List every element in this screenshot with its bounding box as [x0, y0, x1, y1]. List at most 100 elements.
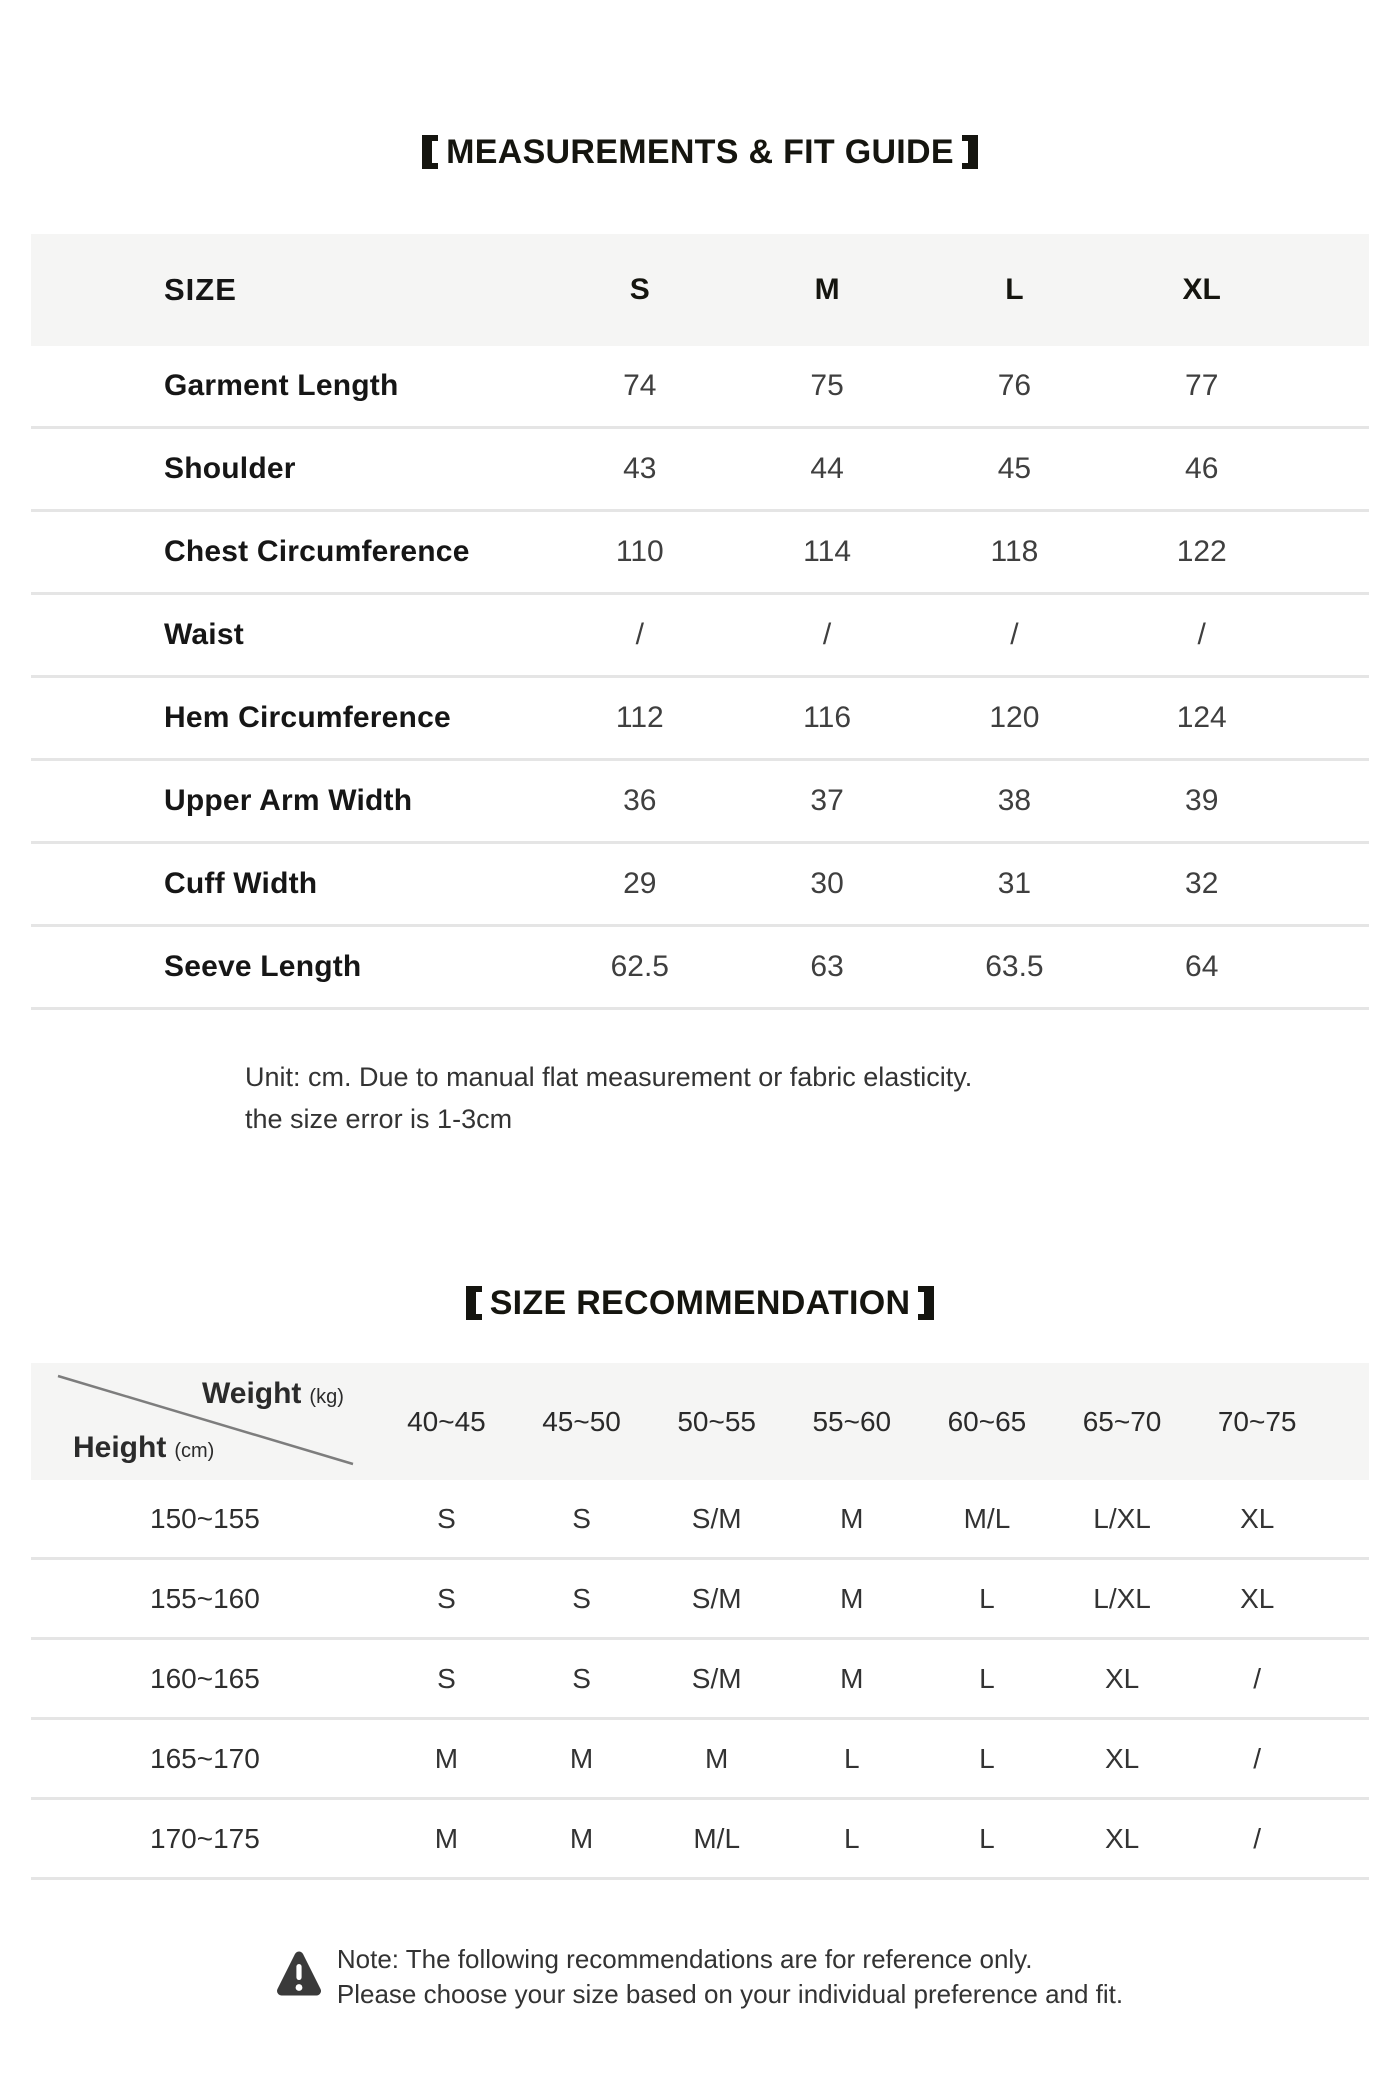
reference-note: Note: The following recommendations are …	[0, 1942, 1400, 2012]
size-cell: S	[437, 1662, 456, 1694]
height-row-header: 150~155	[150, 1502, 260, 1534]
cell-value: 116	[803, 701, 851, 734]
cell-value: 75	[810, 369, 844, 402]
diagonal-divider	[57, 1374, 354, 1466]
size-cell: L	[844, 1742, 860, 1774]
size-cell: S/M	[691, 1662, 742, 1694]
size-cell: L/XL	[1093, 1502, 1151, 1534]
cell-value: 45	[997, 452, 1032, 485]
cell-value: 118	[990, 535, 1039, 568]
table-row-hem-circumference: Hem Circumference 112 116 120 124	[31, 678, 1369, 761]
height-row-header: 160~165	[150, 1662, 260, 1694]
size-cell: L	[979, 1582, 995, 1614]
lenticular-bracket-right-icon	[961, 135, 978, 169]
row-label: Seeve Length	[164, 950, 362, 983]
size-cell: L	[979, 1822, 995, 1854]
height-row-header: 155~160	[150, 1582, 260, 1614]
corner-height-label: Height (cm)	[73, 1431, 214, 1465]
size-cell: /	[1253, 1742, 1262, 1774]
cell-value: 112	[615, 701, 664, 734]
row-label: Waist	[164, 618, 244, 651]
recommendation-row: 165~170 M M M L L XL /	[31, 1720, 1369, 1800]
cell-value: 36	[623, 784, 657, 817]
size-cell: S/M	[691, 1582, 742, 1614]
cell-value: 110	[615, 535, 664, 568]
cell-value: 30	[810, 867, 844, 900]
weight-column-header: 45~50	[542, 1405, 621, 1437]
size-cell: M	[840, 1662, 864, 1694]
size-cell: L	[979, 1742, 995, 1774]
size-cell: S	[572, 1662, 591, 1694]
cell-value: 31	[997, 867, 1032, 900]
unit-note-line2: the size error is 1-3cm	[245, 1104, 513, 1134]
recommendation-table: Weight (kg) Height (cm) 40~45 45~50 50~55 …	[31, 1363, 1369, 1880]
lenticular-bracket-right-icon	[918, 1286, 935, 1320]
size-cell: S/M	[691, 1502, 742, 1534]
cell-value: 120	[989, 701, 1040, 734]
cell-value: 44	[810, 452, 844, 485]
row-label: Hem Circumference	[164, 701, 451, 734]
cell-value: /	[822, 618, 832, 651]
cell-value: 63	[810, 950, 844, 983]
weight-column-header: 55~60	[812, 1405, 892, 1437]
size-cell: L	[844, 1822, 860, 1854]
size-cell: S	[572, 1582, 591, 1614]
size-cell: M	[840, 1502, 864, 1534]
cell-value: 38	[997, 784, 1032, 817]
cell-value: 62.5	[610, 950, 669, 983]
size-cell: S	[437, 1582, 456, 1614]
measurements-table: SIZE S M L XL Garment Length 74 75 76 77…	[31, 234, 1369, 1010]
row-label: Cuff Width	[164, 867, 318, 900]
recommendation-title-text: SIZE RECOMMENDATION	[489, 1284, 911, 1322]
unit-note-line1: Unit: cm. Due to manual flat measurement…	[245, 1062, 973, 1092]
size-cell: M/L	[963, 1502, 1011, 1534]
lenticular-bracket-left-icon	[422, 135, 439, 169]
size-cell: M	[705, 1742, 729, 1774]
size-cell: M	[569, 1742, 594, 1774]
size-cell: L/XL	[1093, 1582, 1151, 1614]
measurements-table-header: SIZE S M L XL	[31, 234, 1369, 346]
size-cell: XL	[1104, 1662, 1140, 1694]
table-row-cuff-width: Cuff Width 29 30 31 32	[31, 844, 1369, 927]
cell-value: 122	[1176, 535, 1227, 568]
height-label: Height	[73, 1431, 167, 1464]
height-row-header: 170~175	[150, 1822, 260, 1854]
size-cell: M/L	[693, 1822, 741, 1854]
recommendation-table-header: Weight (kg) Height (cm) 40~45 45~50 50~55 …	[31, 1363, 1369, 1480]
weight-column-header: 50~55	[677, 1405, 756, 1437]
weight-column-header: 60~65	[947, 1405, 1027, 1437]
cell-value: 32	[1185, 867, 1219, 900]
weight-label: Weight	[201, 1377, 302, 1410]
recommendation-row: 155~160 S S S/M M L L/XL XL	[31, 1560, 1369, 1640]
size-cell: M	[434, 1822, 459, 1854]
header-cell-s: S	[629, 273, 650, 306]
size-cell: /	[1253, 1822, 1262, 1854]
size-cell: M	[434, 1742, 459, 1774]
recommendation-row: 170~175 M M M/L L L XL /	[31, 1800, 1369, 1880]
size-cell: XL	[1104, 1742, 1140, 1774]
row-label: Upper Arm Width	[164, 784, 413, 817]
row-label: Garment Length	[164, 369, 399, 402]
warning-triangle-icon	[276, 1949, 321, 2006]
weight-unit: (kg)	[309, 1386, 344, 1408]
reference-note-line2: Please choose your size based on your in…	[336, 1979, 1124, 2009]
weight-column-header: 40~45	[407, 1405, 486, 1437]
reference-note-text: Note: The following recommendations are …	[337, 1942, 1123, 2012]
size-cell: S	[437, 1502, 456, 1534]
header-cell-xl: XL	[1182, 273, 1221, 306]
height-row-header: 165~170	[150, 1742, 260, 1774]
table-row-shoulder: Shoulder 43 44 45 46	[31, 429, 1369, 512]
cell-value: 63.5	[985, 950, 1044, 983]
cell-value: 76	[997, 369, 1032, 402]
cell-value: 124	[1176, 701, 1227, 734]
header-cell-l: L	[1005, 273, 1024, 306]
table-row-garment-length: Garment Length 74 75 76 77	[31, 346, 1369, 429]
unit-note: Unit: cm. Due to manual flat measurement…	[245, 1056, 1400, 1140]
cell-value: /	[635, 618, 644, 651]
cell-value: 77	[1185, 369, 1219, 402]
corner-weight-label: Weight (kg)	[202, 1377, 344, 1411]
cell-value: 43	[623, 452, 657, 485]
header-cell-size: SIZE	[164, 272, 237, 307]
header-cell-m: M	[814, 273, 840, 306]
weight-column-header: 70~75	[1217, 1405, 1297, 1437]
